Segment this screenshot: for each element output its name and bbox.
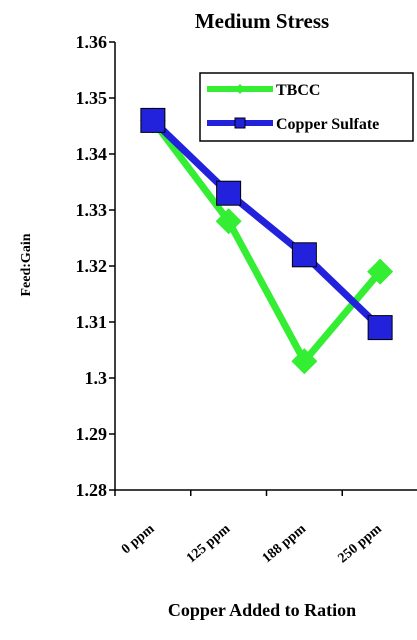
legend-box [199, 72, 414, 142]
y-tick-label: 1.36 [76, 32, 108, 52]
data-point [234, 117, 246, 129]
x-tick-label: 0 ppm [119, 521, 158, 557]
legend: TBCC Copper Sulfate [199, 72, 414, 142]
legend-item: TBCC [207, 82, 320, 99]
y-tick-label: 1.34 [76, 144, 108, 164]
y-tick-label: 1.32 [76, 256, 108, 276]
y-tick-label: 1.3 [85, 368, 108, 388]
y-tick-label: 1.31 [76, 312, 108, 332]
series-line [150, 118, 383, 365]
y-axis-label: Feed:Gain [19, 233, 34, 296]
data-point [235, 84, 245, 94]
data-point [140, 107, 166, 133]
legend-label: TBCC [276, 82, 320, 99]
y-tick-label: 1.35 [76, 88, 108, 108]
y-tick-label: 1.29 [76, 424, 108, 444]
data-point [367, 315, 393, 341]
y-tick-label: 1.28 [76, 480, 108, 500]
y-axis-ticks: 1.28 1.29 1.3 1.31 1.32 1.33 1.34 1.35 1.36 [76, 32, 115, 500]
x-axis-ticks: 0 ppm 125 ppm 188 ppm 250 ppm [114, 490, 385, 566]
legend-label: Copper Sulfate [276, 116, 379, 133]
x-tick-label: 188 ppm [260, 521, 310, 566]
x-tick-label: 125 ppm [184, 521, 234, 566]
series-copper-sulfate [140, 107, 393, 341]
y-tick-label: 1.33 [76, 200, 108, 220]
legend-item: Copper Sulfate [207, 116, 379, 133]
data-point [216, 180, 242, 206]
data-point [215, 208, 242, 235]
data-point [291, 242, 317, 268]
data-point [291, 348, 318, 375]
chart-title: Medium Stress [195, 9, 329, 33]
series-line [150, 117, 383, 331]
x-tick-label: 250 ppm [335, 521, 385, 566]
series-layer [139, 107, 394, 375]
data-point [367, 258, 394, 285]
x-axis-label: Copper Added to Ration [168, 600, 356, 620]
